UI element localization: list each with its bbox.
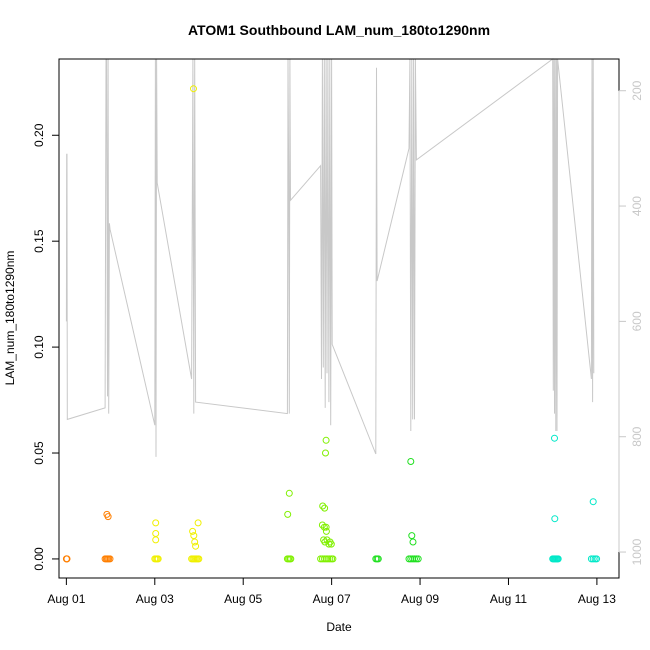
data-point	[154, 555, 162, 563]
y-tick-label: 0.15	[32, 229, 46, 253]
series-line	[65, 58, 595, 457]
data-point	[408, 532, 416, 540]
data-point	[195, 555, 203, 563]
data-point	[152, 519, 160, 527]
right-tick-label: 600	[630, 311, 644, 331]
data-point	[287, 555, 295, 563]
data-point	[194, 519, 202, 527]
data-point	[285, 489, 293, 497]
x-tick-label: Aug 01	[47, 592, 85, 606]
data-point	[407, 458, 415, 465]
data-point	[192, 542, 200, 550]
right-tick-label: 800	[630, 426, 644, 446]
data-point	[593, 555, 601, 563]
data-point	[414, 555, 422, 563]
data-point	[191, 538, 199, 546]
y-axis: 0.00 0.05 0.10 0.15 0.20	[32, 123, 60, 571]
line-series-group	[65, 58, 595, 457]
data-point	[104, 513, 112, 521]
data-point	[551, 434, 558, 442]
data-point	[63, 555, 71, 563]
x-axis: Aug 01 Aug 03 Aug 05 Aug 07 Aug 09 Aug 11 Aug …	[47, 577, 616, 606]
y-tick-label: 0.00	[32, 547, 46, 571]
right-tick-label: 400	[630, 196, 644, 216]
x-tick-label: Aug 13	[578, 592, 616, 606]
x-tick-label: Aug 11	[490, 592, 527, 606]
data-point	[321, 504, 329, 512]
data-point	[318, 521, 326, 529]
data-point	[554, 555, 562, 563]
data-point	[322, 436, 330, 444]
data-point	[284, 510, 292, 518]
right-tick-label: 1000	[630, 538, 644, 565]
data-point	[589, 555, 597, 563]
point-series-group	[62, 85, 601, 563]
data-point	[190, 532, 198, 540]
data-point	[152, 536, 160, 544]
x-tick-label: Aug 03	[136, 592, 174, 606]
data-point	[324, 555, 332, 563]
data-point	[589, 498, 597, 506]
x-tick-label: Aug 05	[224, 592, 262, 606]
data-point	[321, 538, 329, 546]
data-point	[319, 502, 327, 510]
data-point	[327, 540, 335, 548]
x-axis-label: Date	[326, 620, 352, 634]
y-tick-label: 0.10	[32, 335, 46, 359]
data-point	[322, 449, 329, 457]
data-point	[189, 527, 197, 535]
chart-title: ATOM1 Southbound LAM_num_180to1290nm	[188, 22, 490, 38]
right-axis: 200 400 600 800 1000	[618, 80, 644, 565]
y-tick-label: 0.05	[32, 441, 46, 465]
data-point	[152, 530, 160, 537]
data-point	[106, 555, 114, 563]
data-point	[411, 555, 418, 563]
data-point	[329, 555, 337, 563]
data-point	[322, 527, 330, 535]
y-tick-label: 0.20	[32, 123, 46, 147]
y-axis-label: LAM_num_180to1290nm	[3, 251, 17, 386]
data-point	[374, 555, 382, 563]
x-tick-label: Aug 07	[313, 592, 351, 606]
x-tick-label: Aug 09	[401, 592, 439, 606]
data-point	[190, 85, 197, 93]
data-point	[409, 538, 417, 546]
data-point	[320, 523, 328, 531]
data-point	[551, 515, 559, 523]
plot-area-frame	[58, 58, 620, 579]
right-tick-label: 200	[630, 80, 644, 100]
